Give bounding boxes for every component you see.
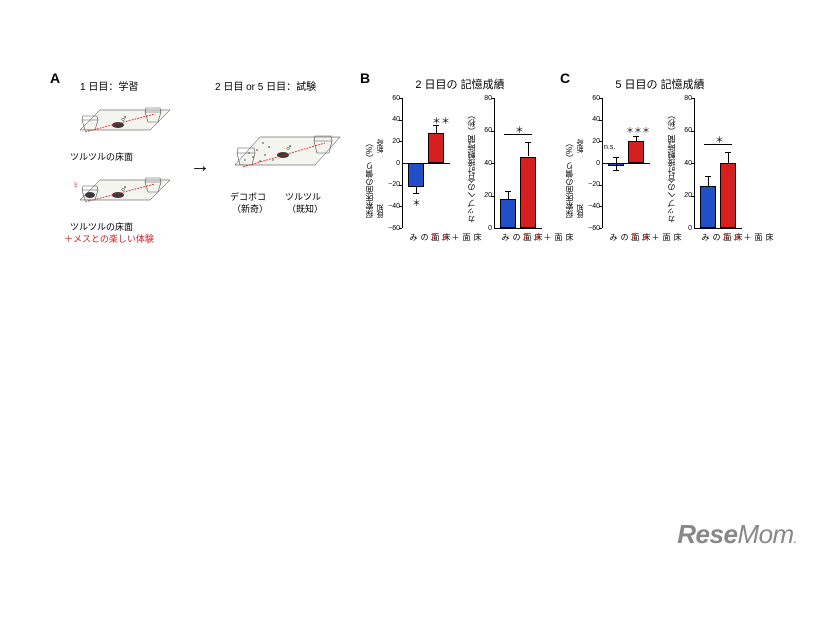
tick: −60 [580, 225, 600, 232]
b-c1-sig2: ＊ [412, 196, 421, 209]
tick: 60 [478, 127, 492, 134]
c-c2-xaxis [694, 228, 742, 229]
tick: 20 [478, 192, 492, 199]
tick: 20 [678, 192, 692, 199]
b-c2-sig: ＊ [515, 123, 524, 136]
tick: 60 [584, 95, 600, 102]
tick: −20 [380, 181, 400, 188]
errcap [613, 170, 619, 171]
c-c2-bar1 [700, 186, 716, 228]
tick: 80 [478, 95, 492, 102]
errbar [616, 157, 617, 170]
b-c2-bar1 [500, 199, 516, 228]
b-c1-ylabel: 探索床面の偏り（%） [364, 108, 375, 218]
b-chart1: 探索床面の偏り（%） 新奇 既知 60 40 20 0 −20 −40 −60 [388, 98, 458, 228]
b-c2-yaxis [494, 98, 495, 228]
tick: −40 [580, 203, 600, 210]
smooth-label-1: ツルツルの床面 [70, 150, 133, 163]
tick: −40 [380, 203, 400, 210]
tick: 0 [384, 160, 400, 167]
svg-text:♂: ♂ [285, 143, 293, 154]
schematic-right: ♂ [225, 125, 355, 190]
c-c2-sig: ＊ [715, 133, 724, 146]
c-c1-ns: n.s. [604, 144, 615, 151]
errbar [528, 142, 529, 157]
errcap [633, 136, 639, 137]
tick: 20 [384, 138, 400, 145]
bumpy-sub: （新奇） [232, 202, 268, 215]
c-chart1: 探索床面の偏り（%） 新奇 既知 60 40 20 0 −20 −40 −60 [588, 98, 658, 228]
b-chart2: カップへの合計接触時間（秒） 80 60 40 20 0 ＊ 床面のみ 床面＋メ… [480, 98, 550, 228]
day1-title: 1 日目：学習 [80, 78, 138, 93]
tick: 20 [584, 138, 600, 145]
arrow-icon: → [190, 155, 210, 178]
b-c1-bar2 [428, 133, 444, 163]
platform-svg-2: ♀ ♂ [70, 170, 180, 225]
errcap [613, 157, 619, 158]
tick: 0 [584, 160, 600, 167]
c-chart2: カップへの合計接触時間（秒） 80 60 40 20 0 ＊ 床面のみ 床面＋メ… [680, 98, 750, 228]
c-c2-bar2 [720, 163, 736, 228]
smooth-right-sub: （既知） [287, 202, 323, 215]
c-c1-ylabel: 探索床面の偏り（%） [564, 108, 575, 218]
schematic-bottom-left: ♀ ♂ [70, 170, 180, 225]
errcap [725, 152, 731, 153]
b-c1-sig: ＊＊ [432, 114, 450, 127]
c-c1-x2: 床面＋メス [628, 233, 683, 241]
figure-area: A 1 日目：学習 2 日目 or 5 日目：試験 ♂ ツルツルの床面 [50, 70, 770, 330]
errbar [708, 176, 709, 186]
female-exp-label: ＋メスとの楽しい体験 [64, 232, 154, 245]
tick: −20 [580, 181, 600, 188]
tick: 40 [478, 160, 492, 167]
errcap [413, 193, 419, 194]
tick: 60 [384, 95, 400, 102]
panel-c: C 5 日目の 記憶成績 探索床面の偏り（%） 新奇 既知 60 40 20 0… [560, 70, 760, 330]
schematic-top-left: ♂ [70, 100, 180, 155]
tick: 0 [478, 225, 492, 232]
c-c1-sig: ＊＊＊ [626, 125, 650, 136]
b-c2-xaxis [494, 228, 542, 229]
errcap [505, 191, 511, 192]
tick: 40 [678, 160, 692, 167]
tick: 0 [678, 225, 692, 232]
b-c2-bar2 [520, 157, 536, 229]
errbar [728, 152, 729, 163]
tick: −60 [380, 225, 400, 232]
c-c2-yaxis [694, 98, 695, 228]
b-c2-ylabel: カップへの合計接触時間（秒） [466, 103, 477, 223]
errcap [705, 176, 711, 177]
svg-text:♀: ♀ [72, 180, 80, 191]
panel-a-label: A [50, 70, 60, 86]
watermark: ReseMom. [677, 519, 796, 550]
platform-svg-1: ♂ [70, 100, 180, 155]
b-c1-bar1 [408, 163, 424, 187]
c-c1-bar2 [628, 141, 644, 163]
c-c2-ylabel: カップへの合計接触時間（秒） [666, 103, 677, 223]
c-c2-x2: 床面＋メス [720, 233, 775, 241]
panel-b-title: 2 日目の 記憶成績 [360, 76, 560, 92]
panel-a: A 1 日目：学習 2 日目 or 5 日目：試験 ♂ ツルツルの床面 [50, 70, 360, 310]
tick: 40 [384, 116, 400, 123]
day2-title: 2 日目 or 5 日目：試験 [215, 78, 316, 93]
errbar [508, 191, 509, 199]
tick: 60 [678, 127, 692, 134]
platform-svg-3: ♂ [225, 125, 355, 190]
panel-b: B 2 日目の 記憶成績 探索床面の偏り（%） 新奇 既知 60 40 20 0… [360, 70, 560, 330]
tick: 40 [584, 116, 600, 123]
errcap [525, 142, 531, 143]
b-c1-x2: 床面＋メス [428, 233, 483, 241]
panel-c-title: 5 日目の 記憶成績 [560, 76, 760, 92]
tick: 80 [678, 95, 692, 102]
